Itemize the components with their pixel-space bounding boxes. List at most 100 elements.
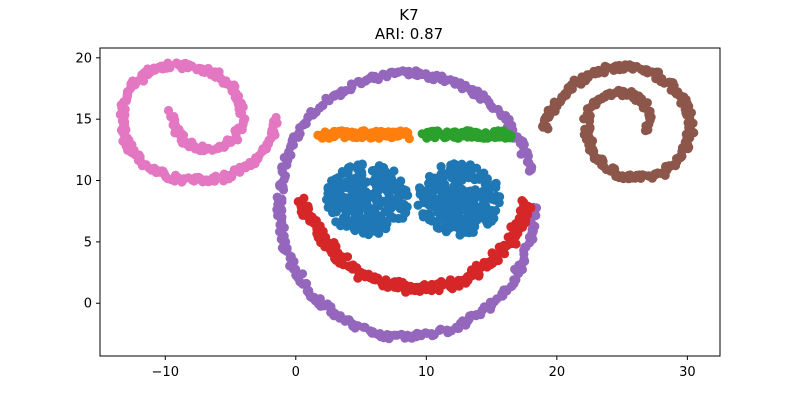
data-point xyxy=(470,175,480,185)
data-point xyxy=(333,173,343,183)
data-point xyxy=(491,206,501,216)
data-point xyxy=(326,203,336,213)
y-tick-label: 5 xyxy=(84,235,92,250)
data-point xyxy=(373,273,383,283)
data-point xyxy=(481,180,491,190)
x-axis: −10 0 10 20 30 xyxy=(152,356,696,380)
x-tick-label: 30 xyxy=(679,365,696,380)
data-point xyxy=(382,197,393,207)
data-point xyxy=(349,200,359,210)
data-point xyxy=(506,131,516,141)
data-point xyxy=(339,213,349,223)
data-point xyxy=(432,222,442,232)
data-point xyxy=(436,162,446,172)
data-point xyxy=(395,201,405,212)
data-point xyxy=(321,93,331,103)
data-point xyxy=(449,181,459,191)
data-point xyxy=(434,215,444,225)
data-point xyxy=(373,192,383,202)
data-point xyxy=(396,176,406,186)
data-point xyxy=(383,176,393,186)
data-point xyxy=(423,211,433,221)
data-point xyxy=(333,193,343,203)
data-point xyxy=(389,166,399,176)
data-point xyxy=(472,163,482,173)
data-point xyxy=(356,223,366,233)
data-point xyxy=(404,134,414,144)
data-point xyxy=(444,223,455,233)
data-point xyxy=(322,195,332,205)
data-point xyxy=(653,168,663,178)
data-point xyxy=(487,248,497,258)
data-point xyxy=(524,166,535,176)
data-point xyxy=(285,253,295,263)
data-point xyxy=(401,190,411,200)
data-point xyxy=(507,230,518,240)
data-point xyxy=(636,64,646,74)
data-point xyxy=(393,183,403,193)
data-point xyxy=(468,213,478,223)
data-point xyxy=(495,192,505,202)
data-point xyxy=(472,265,482,275)
y-tick-label: 15 xyxy=(75,113,92,128)
data-points xyxy=(115,58,699,344)
data-point xyxy=(350,264,360,274)
data-point xyxy=(345,162,355,172)
data-point xyxy=(337,256,347,266)
x-tick-label: 0 xyxy=(292,365,300,380)
data-point xyxy=(272,192,282,202)
data-point xyxy=(299,193,309,203)
data-point xyxy=(450,189,460,199)
data-point xyxy=(322,299,333,309)
y-tick-label: 10 xyxy=(75,174,92,189)
data-point xyxy=(340,203,350,213)
data-point xyxy=(447,214,457,224)
data-point xyxy=(355,193,365,204)
data-point xyxy=(487,194,497,204)
data-point xyxy=(357,159,367,169)
x-tick-label: 20 xyxy=(549,365,566,380)
data-point xyxy=(404,70,414,80)
data-point xyxy=(489,180,499,190)
data-point xyxy=(277,212,287,222)
data-point xyxy=(361,177,372,187)
data-point xyxy=(526,203,536,213)
data-point xyxy=(443,328,453,338)
data-point xyxy=(517,196,527,206)
data-point xyxy=(211,171,221,181)
data-point xyxy=(326,187,336,197)
data-point xyxy=(380,166,390,176)
data-point xyxy=(362,200,372,210)
data-point xyxy=(376,183,387,193)
data-point xyxy=(382,218,392,229)
data-point xyxy=(401,208,411,218)
data-point xyxy=(398,277,408,288)
data-point xyxy=(374,221,384,231)
data-point xyxy=(477,203,487,213)
data-point xyxy=(364,189,374,199)
plot-frame xyxy=(99,47,721,357)
chart-title: K7 xyxy=(399,6,418,24)
y-tick-label: 0 xyxy=(84,297,92,312)
data-point xyxy=(369,165,379,176)
data-point xyxy=(392,330,402,340)
data-point xyxy=(384,205,394,215)
data-point xyxy=(461,218,471,228)
y-tick-label: 20 xyxy=(75,51,92,66)
data-point xyxy=(488,213,498,223)
data-point xyxy=(461,199,471,210)
data-point xyxy=(347,82,357,92)
data-point xyxy=(457,159,467,169)
data-point xyxy=(469,200,479,210)
data-point xyxy=(317,100,328,111)
data-point xyxy=(375,173,385,183)
data-point xyxy=(452,172,462,182)
data-point xyxy=(413,200,423,210)
data-point xyxy=(303,203,313,213)
data-point xyxy=(538,122,548,132)
y-axis: 0 5 10 15 20 xyxy=(75,51,100,312)
data-point xyxy=(171,58,182,68)
data-point xyxy=(362,216,372,226)
data-point xyxy=(457,184,467,194)
